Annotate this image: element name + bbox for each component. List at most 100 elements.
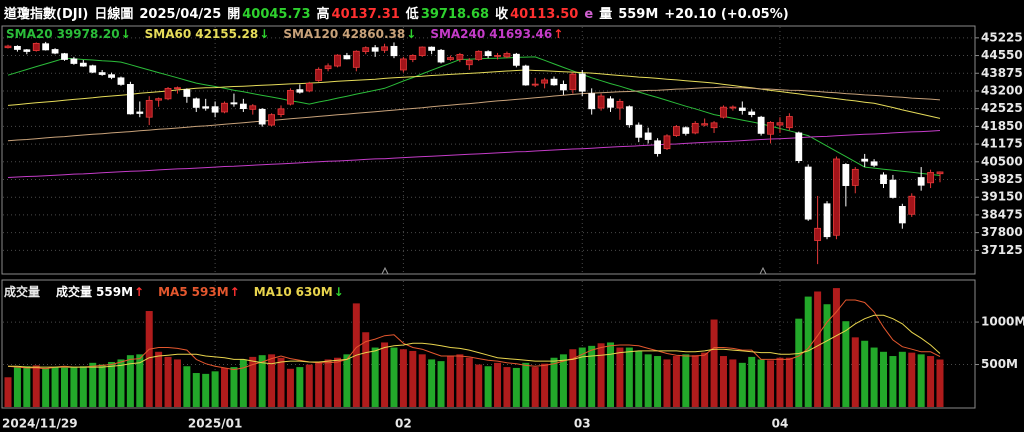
volume-bar	[324, 359, 332, 407]
volume-bar	[428, 359, 436, 407]
legend-name: MA5	[158, 285, 188, 299]
volume-bar	[559, 354, 567, 407]
candle-body	[287, 90, 294, 105]
y-tick-label: 39825	[981, 172, 1023, 186]
candle-body	[682, 127, 690, 134]
candle-body	[136, 111, 144, 114]
quote-label: 收	[495, 7, 509, 22]
quote-label: 高	[316, 7, 330, 22]
header: 道瓊指數(DJI) 日線圖 2025/04/25 開 40045.73 高 40137.31…	[4, 3, 795, 22]
legend-name: SMA60	[144, 27, 192, 41]
y-tick-label: 43200	[981, 83, 1023, 97]
volume-bar	[98, 364, 106, 407]
volume-bar	[23, 366, 31, 407]
volume-bar	[607, 342, 615, 407]
flag: e	[584, 7, 594, 22]
candle-body	[804, 166, 812, 220]
candle-body	[51, 49, 59, 54]
candle-body	[249, 105, 257, 110]
volume-title: 成交量	[4, 285, 41, 299]
quote-value: 40113.50	[510, 7, 579, 22]
candle-body	[588, 93, 596, 110]
volume-bar	[70, 367, 78, 407]
candle-body	[776, 122, 784, 126]
volume-bar	[654, 356, 662, 407]
volume-bar	[644, 354, 652, 407]
candle-body	[880, 174, 887, 185]
volume-bar	[767, 360, 775, 407]
candle-body	[315, 68, 323, 81]
legend-value: 39978.20	[56, 27, 120, 41]
legend-value: 593M	[191, 285, 229, 299]
legend-value: 559M	[96, 285, 134, 299]
volume-bar	[503, 367, 511, 407]
volume-bar	[249, 356, 257, 407]
candle-body	[126, 84, 134, 115]
volume-bar	[512, 367, 520, 407]
candle-body	[710, 122, 718, 129]
volume-bar	[173, 359, 181, 407]
y-tick-label: 41175	[981, 137, 1023, 151]
marker	[381, 266, 389, 275]
volume-bar	[371, 347, 379, 407]
candle-body	[117, 77, 125, 85]
legend-arrow: ↓	[120, 27, 131, 41]
quote-label: 開	[227, 7, 241, 22]
candle-body	[362, 47, 370, 53]
legend-arrow: ↓	[259, 27, 270, 41]
volume-bar	[531, 367, 539, 407]
volume-bar	[145, 311, 153, 407]
candle-body	[550, 78, 558, 86]
candle-body	[324, 65, 332, 70]
candle-body	[70, 58, 78, 64]
candle-body	[625, 106, 633, 126]
candle-body	[296, 89, 304, 93]
legend-item: SMA240 41693.46↑	[430, 27, 563, 41]
volume-bar	[814, 291, 822, 407]
volume-bar	[861, 340, 869, 407]
candle-body	[89, 65, 97, 73]
symbol-name: 道瓊指數(DJI)	[4, 7, 89, 22]
volume-bar	[550, 357, 558, 407]
volume-bar	[484, 366, 492, 407]
volume-bar	[4, 377, 12, 407]
ma-line	[7, 69, 941, 119]
legend-value: 42155.28	[195, 27, 259, 41]
candle-body	[927, 172, 934, 184]
legend-item: SMA120 42860.38↓	[283, 27, 416, 41]
legend-arrow: ↑	[553, 27, 564, 41]
volume-bar	[409, 350, 417, 407]
y-tick-label: 38475	[981, 207, 1023, 221]
volume-value: 559M	[618, 7, 659, 22]
volume-bar	[701, 352, 709, 407]
volume-bar	[381, 342, 389, 407]
candle-body	[428, 46, 436, 51]
volume-bar	[239, 359, 247, 407]
volume-bar	[597, 343, 605, 407]
candle-body	[785, 116, 793, 129]
candle-body	[174, 87, 181, 90]
volume-pane	[1, 279, 976, 409]
legend-name: SMA240	[430, 27, 486, 41]
volume-bar	[757, 359, 765, 407]
legend-arrow: ↑	[229, 285, 240, 299]
volume-bar	[936, 359, 944, 407]
volume-bar	[32, 365, 40, 407]
volume-bar	[710, 319, 718, 407]
legend-arrow: ↓	[333, 285, 344, 299]
candle-body	[870, 161, 878, 166]
volume-bar	[795, 318, 803, 407]
volume-bar	[578, 347, 586, 407]
volume-bar	[804, 296, 812, 407]
candle-body	[578, 73, 586, 92]
candle-body	[4, 45, 12, 49]
candle-body	[795, 132, 803, 161]
candle-body	[936, 171, 944, 175]
candle-body	[757, 116, 765, 134]
volume-bar	[51, 367, 59, 407]
legend-name: SMA120	[283, 27, 339, 41]
legend-arrow: ↑	[134, 285, 145, 299]
legend-item: SMA60 42155.28↓	[145, 27, 270, 41]
ma-line	[7, 56, 941, 176]
volume-bar	[221, 367, 229, 407]
